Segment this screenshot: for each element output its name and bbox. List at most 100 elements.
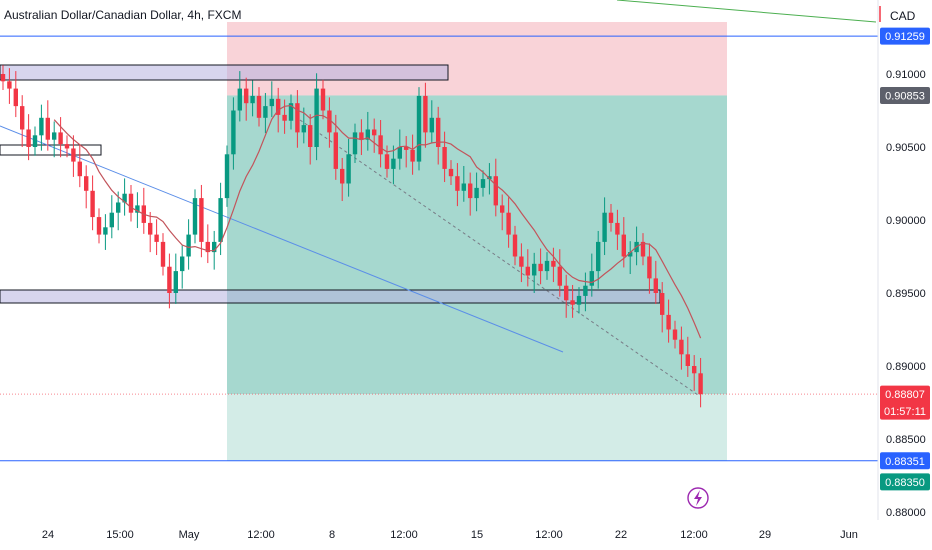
candle-body <box>295 103 300 133</box>
candle-body <box>96 217 102 235</box>
candle-body <box>365 129 370 140</box>
candle-body <box>557 266 562 286</box>
candle-body <box>109 212 114 228</box>
candle-body <box>52 132 57 140</box>
candle-body <box>160 241 166 267</box>
candle-body <box>378 135 383 155</box>
candle-body <box>404 147 409 150</box>
y-tick-label: 0.90000 <box>886 215 926 227</box>
candle-body <box>45 117 50 140</box>
green-diagonal-line <box>616 0 877 23</box>
x-tick-label: 15 <box>471 529 483 541</box>
candle-body <box>384 154 390 169</box>
candle-body <box>122 193 127 203</box>
candle-body <box>372 129 377 136</box>
candle-body <box>423 95 428 133</box>
candle-body <box>237 88 242 111</box>
price-badge-value: 0.90853 <box>885 90 925 102</box>
candle-body <box>20 106 25 130</box>
candle-body <box>474 187 479 199</box>
candle-body <box>327 110 332 133</box>
candle-body <box>77 161 82 177</box>
candle-body <box>468 183 473 199</box>
resistance-box <box>0 64 449 81</box>
y-tick-label: 0.88500 <box>886 434 926 446</box>
candle-body <box>58 132 63 145</box>
candle-body <box>314 88 319 147</box>
candle-body <box>602 212 607 242</box>
candle-body <box>7 81 12 89</box>
candle-body <box>154 234 159 242</box>
candle-body <box>692 366 697 374</box>
price-badge-value: 0.88350 <box>885 477 925 489</box>
candle-body <box>199 198 204 242</box>
horizontal-levels <box>0 35 878 462</box>
candle-body <box>308 125 313 147</box>
support-box <box>0 289 661 304</box>
candle-body <box>359 132 364 140</box>
candle-body <box>192 198 198 235</box>
x-tick-label: Jun <box>840 529 858 541</box>
candle-body <box>538 263 543 272</box>
price-badge-value: 0.88807 <box>885 389 925 401</box>
chart-title: Australian Dollar/Canadian Dollar, 4h, F… <box>4 8 242 22</box>
candle-body <box>26 129 31 147</box>
price-badge <box>880 27 930 45</box>
candle-body <box>180 256 185 272</box>
y-tick-label: 0.91000 <box>886 69 926 81</box>
currency-label: CAD <box>890 9 916 23</box>
price-badge <box>880 86 930 104</box>
x-tick-label: 12:00 <box>680 529 708 541</box>
candle-body <box>596 241 601 272</box>
candle-body <box>672 329 678 340</box>
candle-body <box>167 266 172 293</box>
candle-body <box>276 98 281 115</box>
candle-body <box>256 95 262 118</box>
candle-body <box>39 117 44 136</box>
candle-body <box>333 132 338 169</box>
candle-body <box>519 256 524 267</box>
candle-body <box>442 147 447 169</box>
drawings <box>0 0 877 396</box>
price-badge <box>880 385 930 420</box>
target-zone-remaining <box>227 394 727 461</box>
candle-body <box>128 193 134 213</box>
candle-body <box>679 339 684 355</box>
candle-body <box>391 158 396 169</box>
descending-trendline <box>0 125 564 353</box>
candle-body <box>250 95 255 104</box>
candle-body <box>589 271 594 286</box>
candle-body <box>493 176 498 206</box>
candle-body <box>346 154 351 184</box>
candle-body <box>416 95 422 162</box>
candle-body <box>301 125 306 133</box>
candle-body <box>340 168 345 184</box>
candle-body <box>135 205 140 213</box>
candle-body <box>231 110 236 155</box>
candle-body <box>653 278 658 293</box>
x-tick-label: 12:00 <box>247 529 275 541</box>
candle-body <box>224 154 230 199</box>
small-box <box>0 144 102 156</box>
dashed-trend-line <box>299 119 699 396</box>
x-tick-label: 15:00 <box>106 529 134 541</box>
candle-body <box>660 293 665 315</box>
price-badge-countdown: 01:57:11 <box>884 406 926 418</box>
candle-body <box>352 132 358 155</box>
candle-body <box>13 88 18 107</box>
x-tick-label: 12:00 <box>390 529 418 541</box>
candle-body <box>84 176 89 191</box>
x-tick-label: 29 <box>759 529 771 541</box>
candles <box>0 65 703 408</box>
y-tick-label: 0.88000 <box>886 507 926 519</box>
price-badge <box>880 473 930 491</box>
candle-body <box>666 314 671 330</box>
candle-body <box>525 266 530 276</box>
candle-body <box>532 263 537 276</box>
price-badge <box>880 452 930 470</box>
candle-body <box>397 147 402 159</box>
candle-body <box>685 354 690 366</box>
candle-body <box>615 222 620 235</box>
candle-body <box>500 205 505 213</box>
